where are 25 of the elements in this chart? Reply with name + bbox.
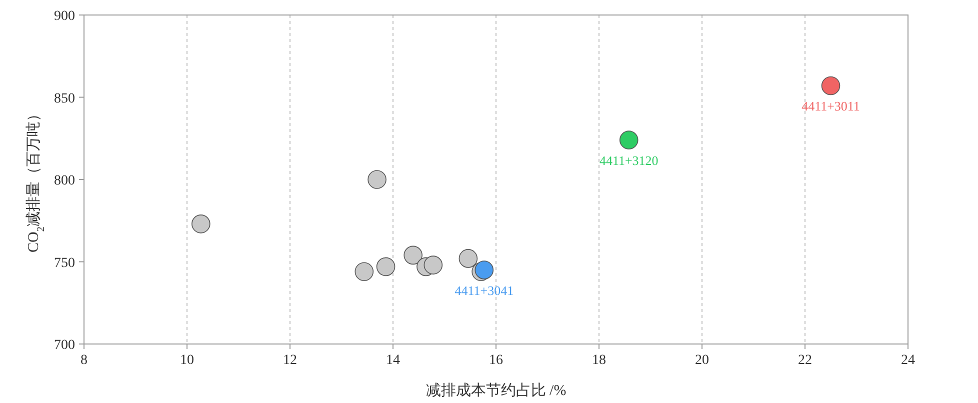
y-tick-label: 850: [54, 91, 75, 106]
x-tick-label: 18: [592, 353, 606, 368]
point: [368, 170, 386, 189]
y-tick-label: 750: [54, 256, 75, 271]
series-label: 4411+3120: [599, 153, 658, 168]
y-tick-label: 800: [54, 174, 75, 188]
y-tick-label: 700: [54, 338, 75, 353]
x-tick-label: 22: [798, 353, 812, 368]
point: [354, 262, 374, 282]
point: [404, 246, 422, 265]
x-tick-label: 24: [901, 353, 915, 368]
series-label: 4411+3011: [802, 98, 860, 114]
point: [192, 214, 210, 234]
point: [376, 257, 396, 276]
x-tick-label: 20: [695, 353, 709, 368]
x-tick-label: 8: [80, 353, 88, 368]
y-tick-label: 900: [54, 9, 75, 24]
x-tick-label: 14: [386, 353, 400, 368]
point: [458, 249, 478, 268]
series-label: 4411+3041: [454, 282, 514, 298]
x-tick-label: 16: [489, 353, 503, 368]
x-tick-label: 12: [283, 353, 297, 368]
point: [424, 256, 443, 274]
x-axis-title: 减排成本节约占比 /%: [426, 382, 566, 399]
x-tick-label: 10: [180, 353, 194, 368]
